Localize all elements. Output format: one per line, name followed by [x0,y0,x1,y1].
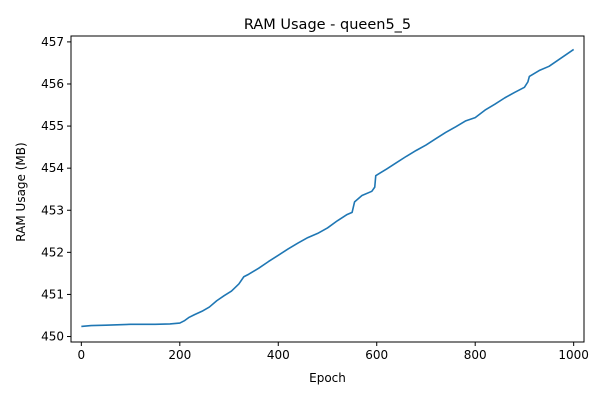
x-tick-label: 800 [464,348,487,362]
x-tick-label: 1000 [558,348,589,362]
x-tick-label: 200 [168,348,191,362]
y-tick-label: 456 [41,77,64,91]
plot-area [70,35,585,343]
y-tick-label: 455 [41,119,64,133]
y-tick-label: 457 [41,35,64,49]
y-tick-label: 454 [41,161,64,175]
y-tick-label: 452 [41,245,64,259]
y-tick-label: 451 [41,287,64,301]
y-axis-label: RAM Usage (MB) [14,142,28,241]
y-axis: 450 451 452 453 454 455 456 457 [41,35,71,344]
x-axis-label: Epoch [309,371,346,385]
x-tick-label: 600 [365,348,388,362]
plot-frame [70,35,585,343]
y-tick-label: 453 [41,203,64,217]
y-tick-label: 450 [41,330,64,344]
series-line-0 [81,48,575,328]
x-tick-label: 0 [78,348,86,362]
x-axis: 0 200 400 600 800 1000 [78,342,589,362]
chart-title: RAM Usage - queen5_5 [244,17,411,33]
x-tick-label: 400 [267,348,290,362]
